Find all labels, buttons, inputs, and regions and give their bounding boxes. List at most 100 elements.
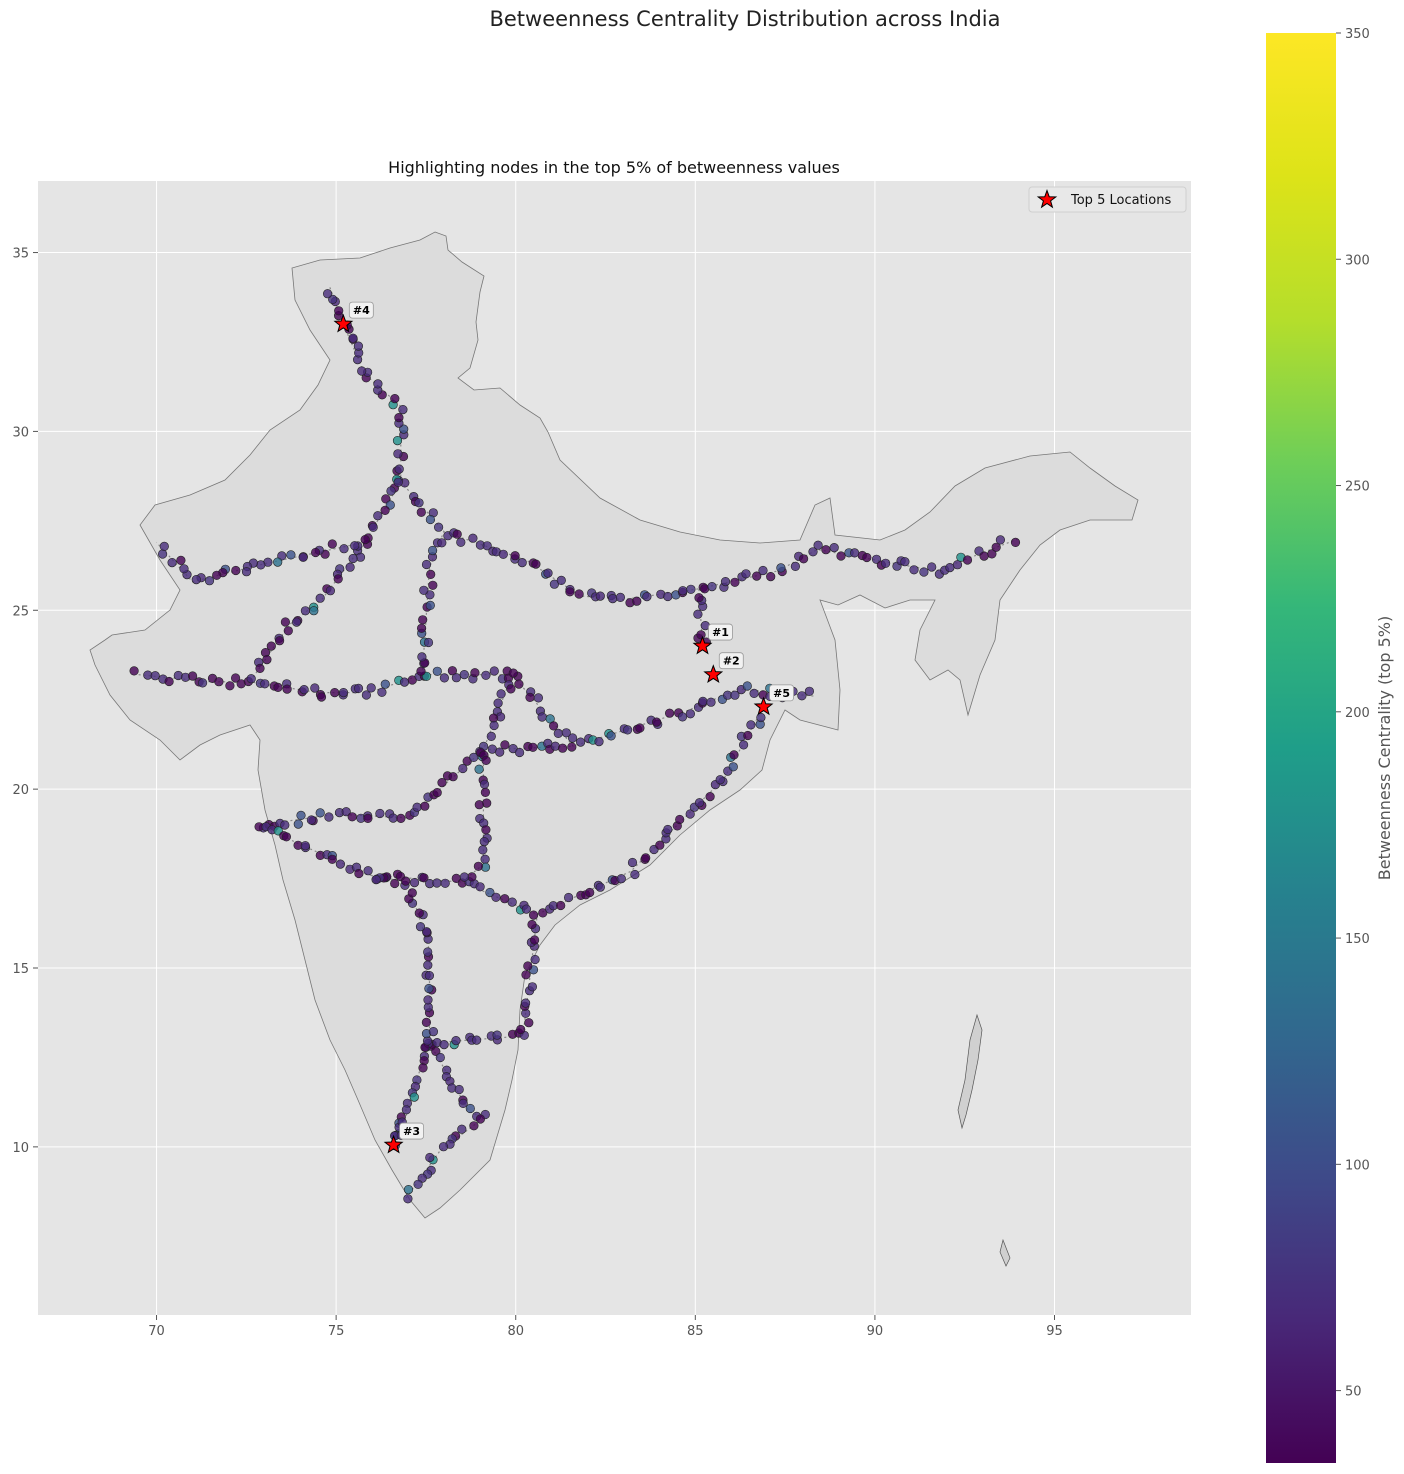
node-scatter <box>129 289 1021 1204</box>
node-point <box>749 688 759 699</box>
colorbar <box>1266 33 1336 1463</box>
node-point <box>738 740 749 750</box>
node-point <box>486 731 496 742</box>
node-point <box>323 289 333 299</box>
node-point <box>500 894 510 904</box>
top-location-label: #4 <box>353 304 370 317</box>
colorbar-tick-label: 300 <box>1345 253 1370 268</box>
node-point <box>507 897 517 907</box>
node-point <box>439 673 450 683</box>
node-point <box>357 366 367 376</box>
node-point <box>664 708 675 718</box>
node-point <box>458 1098 468 1108</box>
node-point <box>416 507 426 517</box>
node-point <box>538 908 548 918</box>
node-point <box>567 742 577 752</box>
node-point <box>729 750 739 760</box>
node-point <box>315 808 325 818</box>
node-point <box>348 333 358 343</box>
top-location-star <box>333 313 354 333</box>
node-point <box>417 623 427 633</box>
node-point <box>622 725 633 735</box>
node-point <box>481 825 491 835</box>
colorbar-tick-label: 100 <box>1345 1158 1370 1173</box>
x-tick-label: 90 <box>867 1324 884 1339</box>
node-point <box>280 617 291 627</box>
node-point <box>386 486 396 496</box>
node-point <box>498 549 508 559</box>
andaman-islands <box>957 1013 1011 1267</box>
node-point <box>642 591 652 602</box>
colorbar-tick-label: 350 <box>1345 27 1370 42</box>
x-tick-label: 95 <box>1046 1324 1063 1339</box>
node-point <box>167 557 177 568</box>
node-point <box>720 576 731 587</box>
node-point <box>776 563 786 573</box>
node-point <box>403 1194 413 1204</box>
node-point <box>309 606 319 616</box>
node-point <box>741 569 751 579</box>
node-point <box>399 677 410 687</box>
node-point <box>296 810 306 821</box>
node-point <box>363 866 373 876</box>
node-point <box>129 666 139 676</box>
node-point <box>354 868 364 879</box>
node-point <box>730 690 740 700</box>
top-location-label: #3 <box>403 1125 420 1138</box>
node-point <box>452 529 462 539</box>
node-point <box>797 691 807 701</box>
node-point <box>390 394 400 404</box>
node-point <box>293 819 303 829</box>
node-point <box>316 692 327 702</box>
node-point <box>698 696 708 707</box>
node-point <box>310 683 320 693</box>
node-point <box>909 565 919 575</box>
node-point <box>829 542 839 553</box>
node-point <box>423 637 434 648</box>
node-point <box>730 577 740 587</box>
node-point <box>508 668 518 678</box>
node-point <box>927 562 937 572</box>
node-point <box>485 887 495 898</box>
node-point <box>388 813 398 823</box>
node-point <box>821 545 831 555</box>
node-point <box>743 730 753 741</box>
node-point <box>225 681 235 691</box>
top-location-label-box <box>399 1122 424 1140</box>
node-point <box>363 813 373 824</box>
node-point <box>393 477 403 487</box>
node-point <box>438 1142 449 1152</box>
x-tick-label: 80 <box>507 1324 524 1339</box>
top-location-label-box <box>718 652 744 670</box>
node-point <box>350 541 360 551</box>
figure-suptitle: Betweenness Centrality Distribution acro… <box>489 7 1000 31</box>
node-point <box>324 812 334 822</box>
node-point <box>517 557 527 568</box>
node-point <box>407 888 417 898</box>
node-point <box>595 882 605 892</box>
node-point <box>432 878 442 888</box>
node-point <box>707 581 717 592</box>
node-point <box>991 542 1001 552</box>
node-point <box>493 698 503 708</box>
node-point <box>390 878 400 889</box>
node-point <box>479 836 489 847</box>
node-point <box>368 522 378 532</box>
node-point <box>414 498 424 508</box>
node-point <box>459 669 469 680</box>
node-point <box>432 666 442 676</box>
node-point <box>514 679 524 689</box>
node-point <box>594 736 604 747</box>
node-point <box>469 1121 479 1131</box>
node-point <box>299 684 309 695</box>
node-point <box>330 687 340 698</box>
node-point <box>345 562 355 572</box>
node-point <box>574 589 584 599</box>
node-point <box>516 1024 526 1035</box>
node-point <box>401 876 411 886</box>
node-point <box>360 534 370 545</box>
node-point <box>527 919 537 930</box>
node-point <box>423 947 433 957</box>
node-point <box>474 764 484 774</box>
